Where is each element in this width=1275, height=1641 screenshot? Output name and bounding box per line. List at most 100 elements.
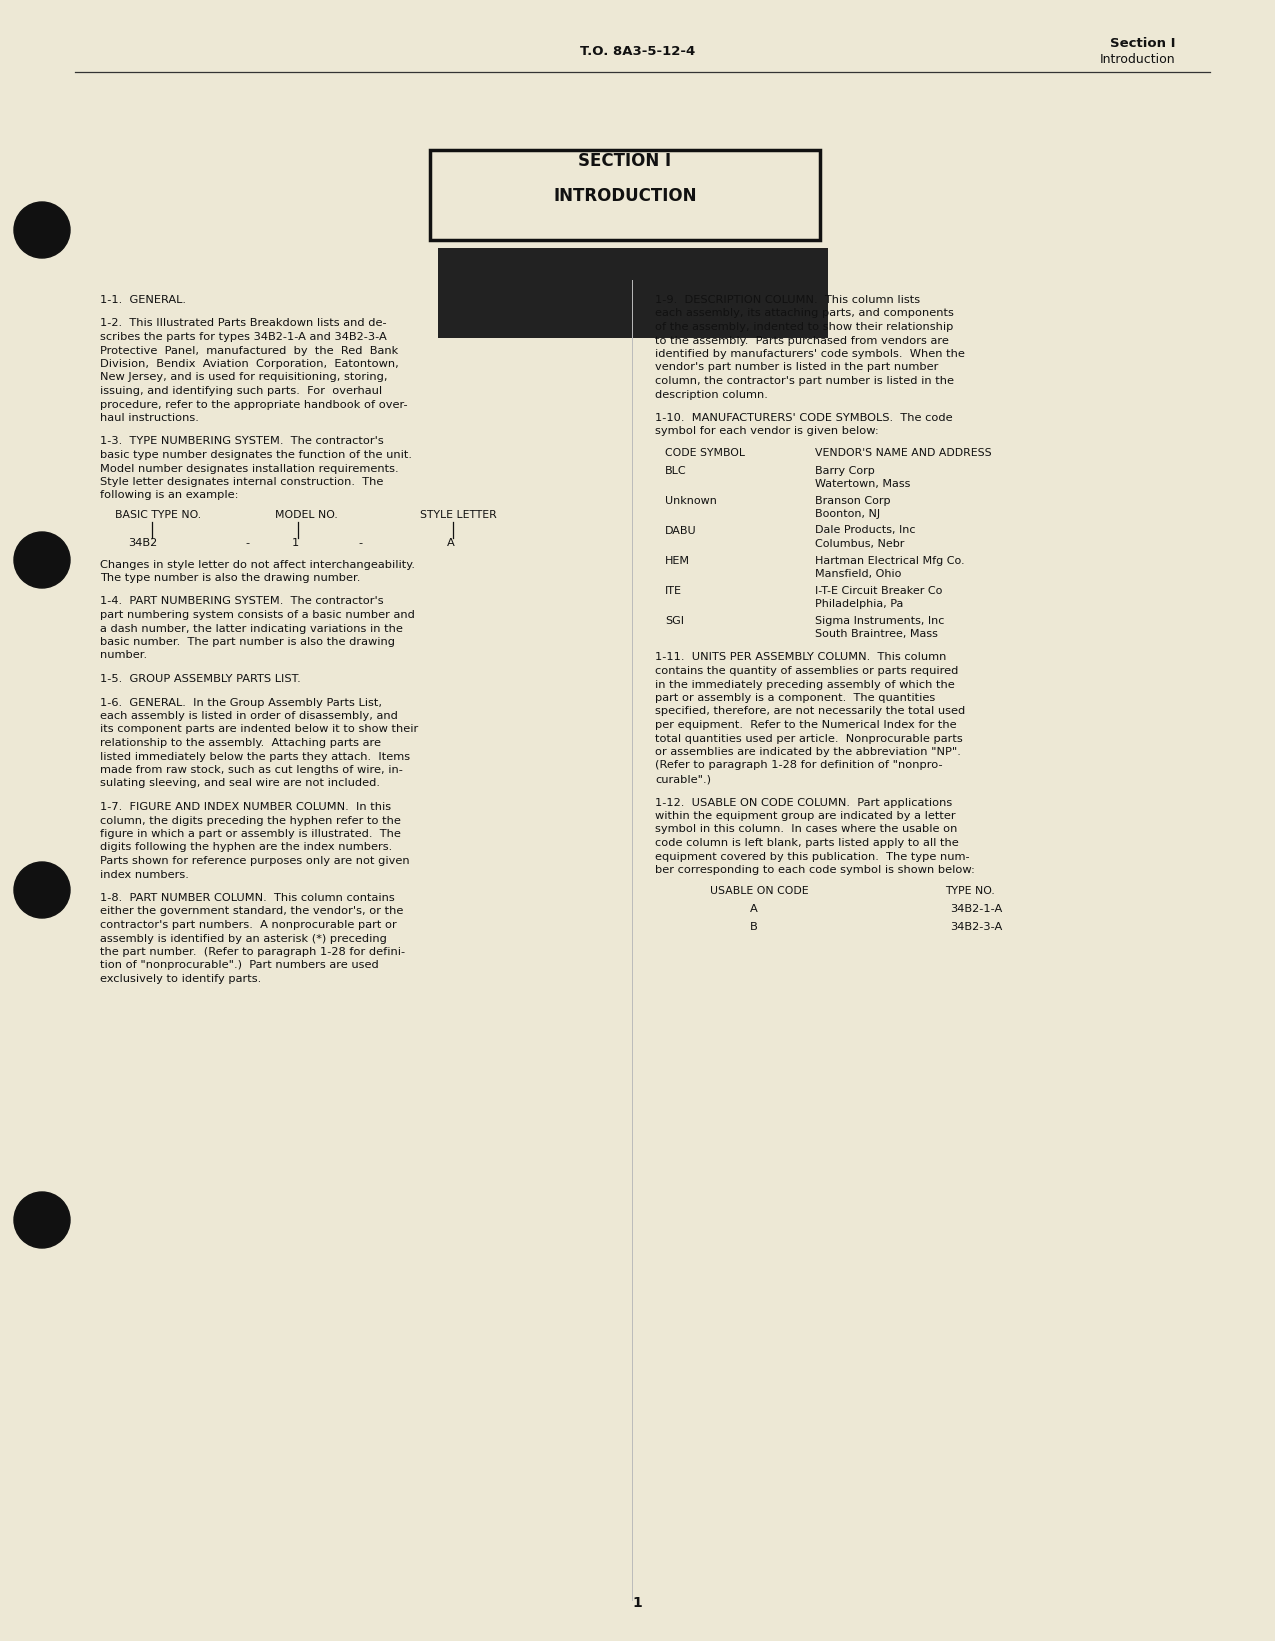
Text: Changes in style letter do not affect interchangeability.: Changes in style letter do not affect in…	[99, 560, 414, 569]
Bar	[439, 248, 827, 338]
Text: Mansfield, Ohio: Mansfield, Ohio	[815, 569, 901, 579]
Text: 1-9.  DESCRIPTION COLUMN.  This column lists: 1-9. DESCRIPTION COLUMN. This column lis…	[655, 295, 921, 305]
Text: Introduction: Introduction	[1099, 53, 1176, 66]
Text: Protective  Panel,  manufactured  by  the  Red  Bank: Protective Panel, manufactured by the Re…	[99, 346, 398, 356]
Text: curable".): curable".)	[655, 775, 711, 784]
Text: ber corresponding to each code symbol is shown below:: ber corresponding to each code symbol is…	[655, 865, 975, 875]
Text: sulating sleeving, and seal wire are not included.: sulating sleeving, and seal wire are not…	[99, 778, 380, 788]
Text: 1: 1	[292, 538, 300, 548]
Text: index numbers.: index numbers.	[99, 870, 189, 880]
Text: 1-2.  This Illustrated Parts Breakdown lists and de-: 1-2. This Illustrated Parts Breakdown li…	[99, 318, 386, 328]
Text: 1-6.  GENERAL.  In the Group Assembly Parts List,: 1-6. GENERAL. In the Group Assembly Part…	[99, 697, 382, 707]
Text: BASIC TYPE NO.: BASIC TYPE NO.	[115, 510, 201, 520]
Text: A: A	[750, 904, 757, 914]
Text: -: -	[245, 538, 249, 548]
Text: description column.: description column.	[655, 389, 768, 399]
Text: B: B	[750, 922, 757, 932]
Text: Columbus, Nebr: Columbus, Nebr	[815, 538, 904, 550]
Text: T.O. 8A3-5-12-4: T.O. 8A3-5-12-4	[580, 44, 696, 57]
Text: tion of "nonprocurable".)  Part numbers are used: tion of "nonprocurable".) Part numbers a…	[99, 960, 379, 970]
Text: BLC: BLC	[666, 466, 687, 476]
Text: column, the contractor's part number is listed in the: column, the contractor's part number is …	[655, 376, 954, 386]
Text: contains the quantity of assemblies or parts required: contains the quantity of assemblies or p…	[655, 666, 959, 676]
Text: STYLE LETTER: STYLE LETTER	[419, 510, 497, 520]
Text: total quantities used per article.  Nonprocurable parts: total quantities used per article. Nonpr…	[655, 734, 963, 743]
Text: to the assembly.  Parts purchased from vendors are: to the assembly. Parts purchased from ve…	[655, 335, 949, 346]
Text: 34B2-3-A: 34B2-3-A	[950, 922, 1002, 932]
Text: I-T-E Circuit Breaker Co: I-T-E Circuit Breaker Co	[815, 586, 942, 596]
Text: exclusively to identify parts.: exclusively to identify parts.	[99, 975, 261, 985]
Text: in the immediately preceding assembly of which the: in the immediately preceding assembly of…	[655, 679, 955, 689]
Text: identified by manufacturers' code symbols.  When the: identified by manufacturers' code symbol…	[655, 350, 965, 359]
Text: either the government standard, the vendor's, or the: either the government standard, the vend…	[99, 906, 403, 917]
Text: 34B2-1-A: 34B2-1-A	[950, 904, 1002, 914]
Text: specified, therefore, are not necessarily the total used: specified, therefore, are not necessaril…	[655, 707, 965, 717]
Text: listed immediately below the parts they attach.  Items: listed immediately below the parts they …	[99, 752, 411, 761]
Text: number.: number.	[99, 650, 147, 660]
Text: Philadelphia, Pa: Philadelphia, Pa	[815, 599, 904, 609]
Text: issuing, and identifying such parts.  For  overhaul: issuing, and identifying such parts. For…	[99, 386, 382, 395]
Text: equipment covered by this publication.  The type num-: equipment covered by this publication. T…	[655, 852, 969, 862]
Text: each assembly is listed in order of disassembly, and: each assembly is listed in order of disa…	[99, 711, 398, 720]
Text: 1: 1	[632, 1597, 641, 1610]
Text: Section I: Section I	[1109, 38, 1176, 49]
Text: part or assembly is a component.  The quantities: part or assembly is a component. The qua…	[655, 693, 936, 702]
Text: ITE: ITE	[666, 586, 682, 596]
Text: MODEL NO.: MODEL NO.	[275, 510, 338, 520]
Text: Sigma Instruments, Inc: Sigma Instruments, Inc	[815, 615, 945, 625]
Circle shape	[14, 202, 70, 258]
Text: SECTION I: SECTION I	[579, 153, 672, 171]
Text: 1-4.  PART NUMBERING SYSTEM.  The contractor's: 1-4. PART NUMBERING SYSTEM. The contract…	[99, 596, 384, 607]
Text: procedure, refer to the appropriate handbook of over-: procedure, refer to the appropriate hand…	[99, 399, 408, 410]
Circle shape	[14, 532, 70, 587]
Text: New Jersey, and is used for requisitioning, storing,: New Jersey, and is used for requisitioni…	[99, 373, 388, 382]
Text: haul instructions.: haul instructions.	[99, 414, 199, 423]
Text: 1-12.  USABLE ON CODE COLUMN.  Part applications: 1-12. USABLE ON CODE COLUMN. Part applic…	[655, 798, 952, 807]
Circle shape	[14, 862, 70, 917]
Text: Parts shown for reference purposes only are not given: Parts shown for reference purposes only …	[99, 857, 409, 866]
Text: DABU: DABU	[666, 525, 696, 535]
Text: Model number designates installation requirements.: Model number designates installation req…	[99, 463, 399, 474]
Text: 1-1.  GENERAL.: 1-1. GENERAL.	[99, 295, 186, 305]
Text: -: -	[358, 538, 362, 548]
Text: per equipment.  Refer to the Numerical Index for the: per equipment. Refer to the Numerical In…	[655, 720, 956, 730]
Text: Boonton, NJ: Boonton, NJ	[815, 509, 880, 519]
Text: VENDOR'S NAME AND ADDRESS: VENDOR'S NAME AND ADDRESS	[815, 448, 992, 458]
Text: Dale Products, Inc: Dale Products, Inc	[815, 525, 915, 535]
Text: vendor's part number is listed in the part number: vendor's part number is listed in the pa…	[655, 363, 938, 373]
Text: TYPE NO.: TYPE NO.	[945, 886, 994, 896]
Text: its component parts are indented below it to show their: its component parts are indented below i…	[99, 724, 418, 735]
Text: part numbering system consists of a basic number and: part numbering system consists of a basi…	[99, 610, 414, 620]
Text: following is an example:: following is an example:	[99, 491, 238, 501]
Text: of the assembly, indented to show their relationship: of the assembly, indented to show their …	[655, 322, 954, 331]
Text: Division,  Bendix  Aviation  Corporation,  Eatontown,: Division, Bendix Aviation Corporation, E…	[99, 359, 399, 369]
Text: the part number.  (Refer to paragraph 1-28 for defini-: the part number. (Refer to paragraph 1-2…	[99, 947, 405, 957]
Text: relationship to the assembly.  Attaching parts are: relationship to the assembly. Attaching …	[99, 738, 381, 748]
Text: each assembly, its attaching parts, and components: each assembly, its attaching parts, and …	[655, 309, 954, 318]
Text: HEM: HEM	[666, 556, 690, 566]
Text: contractor's part numbers.  A nonprocurable part or: contractor's part numbers. A nonprocurab…	[99, 921, 397, 930]
Circle shape	[14, 1191, 70, 1249]
Text: assembly is identified by an asterisk (*) preceding: assembly is identified by an asterisk (*…	[99, 934, 386, 944]
Text: South Braintree, Mass: South Braintree, Mass	[815, 629, 938, 638]
Text: Hartman Electrical Mfg Co.: Hartman Electrical Mfg Co.	[815, 556, 965, 566]
Text: INTRODUCTION: INTRODUCTION	[553, 187, 696, 205]
Text: USABLE ON CODE: USABLE ON CODE	[710, 886, 808, 896]
Text: 1-8.  PART NUMBER COLUMN.  This column contains: 1-8. PART NUMBER COLUMN. This column con…	[99, 893, 395, 903]
Text: 1-11.  UNITS PER ASSEMBLY COLUMN.  This column: 1-11. UNITS PER ASSEMBLY COLUMN. This co…	[655, 653, 946, 663]
Text: column, the digits preceding the hyphen refer to the: column, the digits preceding the hyphen …	[99, 816, 400, 825]
Text: within the equipment group are indicated by a letter: within the equipment group are indicated…	[655, 811, 956, 820]
Text: 34B2: 34B2	[128, 538, 157, 548]
Text: figure in which a part or assembly is illustrated.  The: figure in which a part or assembly is il…	[99, 829, 400, 839]
Text: symbol for each vendor is given below:: symbol for each vendor is given below:	[655, 427, 878, 437]
Text: 1-3.  TYPE NUMBERING SYSTEM.  The contractor's: 1-3. TYPE NUMBERING SYSTEM. The contract…	[99, 437, 384, 446]
Text: Barry Corp: Barry Corp	[815, 466, 875, 476]
Text: symbol in this column.  In cases where the usable on: symbol in this column. In cases where th…	[655, 824, 958, 835]
Text: digits following the hyphen are the index numbers.: digits following the hyphen are the inde…	[99, 842, 393, 853]
Text: Watertown, Mass: Watertown, Mass	[815, 479, 910, 489]
Text: 1-10.  MANUFACTURERS' CODE SYMBOLS.  The code: 1-10. MANUFACTURERS' CODE SYMBOLS. The c…	[655, 414, 952, 423]
Text: basic type number designates the function of the unit.: basic type number designates the functio…	[99, 450, 412, 459]
Text: The type number is also the drawing number.: The type number is also the drawing numb…	[99, 573, 361, 583]
Text: Style letter designates internal construction.  The: Style letter designates internal constru…	[99, 478, 384, 487]
Text: or assemblies are indicated by the abbreviation "NP".: or assemblies are indicated by the abbre…	[655, 747, 961, 757]
